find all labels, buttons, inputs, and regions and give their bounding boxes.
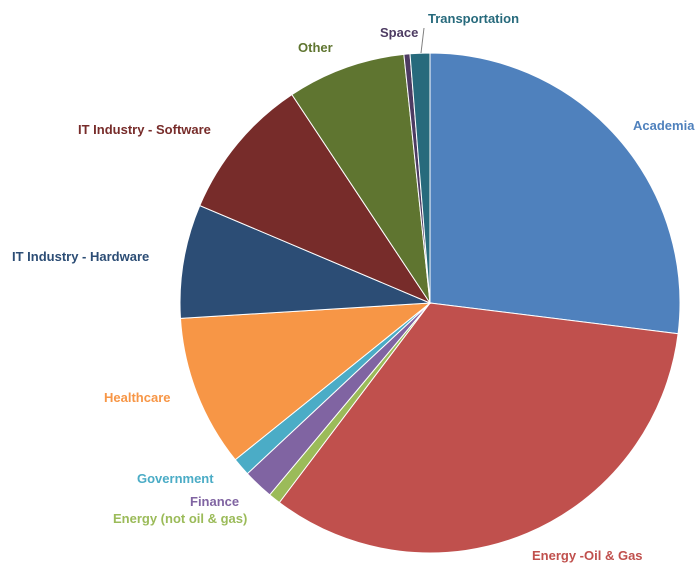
pie-slices xyxy=(179,52,681,554)
slice-label-it-industry-software: IT Industry - Software xyxy=(78,122,211,137)
slice-label-other: Other xyxy=(298,40,333,55)
pie-slice-academia xyxy=(429,52,681,335)
pie-slice-energy-oil-gas xyxy=(278,302,679,554)
slice-label-academia: Academia xyxy=(633,118,695,133)
slice-label-healthcare: Healthcare xyxy=(104,390,170,405)
slice-label-finance: Finance xyxy=(190,494,239,509)
slice-labels: Academia Energy -Oil & Gas Energy (not oil… xyxy=(12,11,695,563)
slice-label-energy-oil-gas: Energy -Oil & Gas xyxy=(532,548,643,563)
leader-line-transportation xyxy=(420,27,425,54)
pie-slice-it-industry-hardware xyxy=(179,204,431,319)
slice-label-it-industry-hardware: IT Industry - Hardware xyxy=(12,249,149,264)
pie-slice-other xyxy=(291,53,431,304)
slice-label-transportation: Transportation xyxy=(428,11,519,26)
slice-label-energy-not-oil-gas: Energy (not oil & gas) xyxy=(113,511,247,526)
slice-label-space: Space xyxy=(380,25,418,40)
pie-slice-transportation xyxy=(409,52,431,304)
pie-slice-healthcare xyxy=(179,302,432,461)
pie-slice-it-industry-software xyxy=(199,93,432,305)
slice-label-government: Government xyxy=(137,471,214,486)
